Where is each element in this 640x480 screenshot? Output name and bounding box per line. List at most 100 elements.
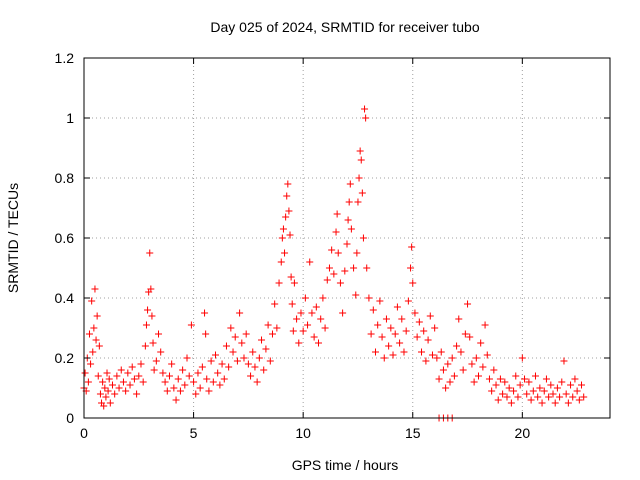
y-tick-label: 0 <box>66 410 74 426</box>
data-point <box>202 330 210 338</box>
data-point <box>96 390 104 398</box>
data-point <box>233 357 241 365</box>
data-point <box>354 198 362 206</box>
data-point <box>488 387 496 395</box>
data-point <box>222 342 230 350</box>
data-point <box>242 330 250 338</box>
x-axis-label: GPS time / hours <box>292 457 399 473</box>
data-point <box>332 228 340 236</box>
data-point <box>464 300 472 308</box>
data-point <box>567 381 575 389</box>
data-point <box>168 360 176 368</box>
y-tick-label: 1.2 <box>55 50 75 66</box>
data-point <box>420 327 428 335</box>
data-point <box>212 351 219 359</box>
data-point <box>289 327 297 335</box>
y-tick-label: 0.2 <box>55 350 75 366</box>
data-point <box>424 336 432 344</box>
data-point <box>477 339 485 347</box>
data-point <box>287 273 295 281</box>
data-point <box>575 396 583 404</box>
data-point <box>159 369 167 377</box>
data-point <box>100 402 108 410</box>
data-point <box>503 393 511 401</box>
data-point <box>126 381 134 389</box>
data-point <box>95 342 103 350</box>
data-point <box>437 348 445 356</box>
data-point <box>551 399 559 407</box>
data-point <box>281 249 289 257</box>
data-point <box>573 387 581 395</box>
data-point <box>229 348 237 356</box>
data-point <box>187 321 195 329</box>
data-point <box>150 366 158 374</box>
data-point <box>485 375 493 383</box>
data-point <box>542 375 550 383</box>
data-point <box>431 324 439 332</box>
data-point <box>105 375 113 383</box>
data-point <box>192 390 200 398</box>
data-point <box>536 384 544 392</box>
data-point <box>106 399 114 407</box>
data-point <box>278 234 286 242</box>
data-point <box>185 372 193 380</box>
data-point <box>325 264 333 272</box>
y-axis-ticks: 0 0.2 0.4 0.6 0.8 1 1.2 <box>55 50 610 426</box>
data-point <box>385 342 393 350</box>
data-point <box>310 333 318 341</box>
data-point <box>538 399 546 407</box>
data-point <box>103 369 111 377</box>
data-point <box>407 264 415 272</box>
data-point <box>179 366 187 374</box>
data-point <box>238 339 246 347</box>
data-point <box>376 297 384 305</box>
data-point <box>380 354 388 362</box>
data-point <box>273 324 281 332</box>
data-point <box>92 336 100 344</box>
x-tick-label: 0 <box>80 425 88 441</box>
data-point <box>553 384 561 392</box>
data-points <box>80 105 588 422</box>
data-point <box>258 336 266 344</box>
data-point <box>494 396 502 404</box>
data-point <box>374 321 382 329</box>
data-point <box>428 351 436 359</box>
data-point <box>330 270 338 278</box>
data-point <box>435 375 443 383</box>
data-point <box>262 345 270 353</box>
data-point <box>481 321 489 329</box>
grid-lines <box>84 58 610 418</box>
data-point <box>468 360 476 368</box>
data-point <box>398 315 406 323</box>
data-point <box>264 321 272 329</box>
data-point <box>492 381 500 389</box>
data-point <box>560 357 568 365</box>
data-point <box>378 333 386 341</box>
data-point <box>514 393 522 401</box>
x-tick-label: 20 <box>515 425 531 441</box>
data-point <box>279 225 287 233</box>
data-point <box>124 369 132 377</box>
data-point <box>113 372 121 380</box>
data-point <box>275 279 283 287</box>
data-point <box>444 360 452 368</box>
data-point <box>534 393 542 401</box>
data-point <box>512 372 520 380</box>
data-point <box>344 216 352 224</box>
data-point <box>142 321 150 329</box>
data-point <box>317 315 325 323</box>
data-point <box>459 366 467 374</box>
data-point <box>290 279 298 287</box>
data-point <box>146 249 154 257</box>
data-point <box>286 231 294 239</box>
data-point <box>439 366 447 374</box>
data-point <box>282 213 290 221</box>
data-point <box>183 354 191 362</box>
data-point <box>144 306 152 314</box>
data-point <box>122 387 130 395</box>
data-point <box>198 363 206 371</box>
data-point <box>205 387 213 395</box>
data-point <box>284 180 292 188</box>
y-tick-label: 1 <box>66 110 74 126</box>
data-point <box>244 360 252 368</box>
